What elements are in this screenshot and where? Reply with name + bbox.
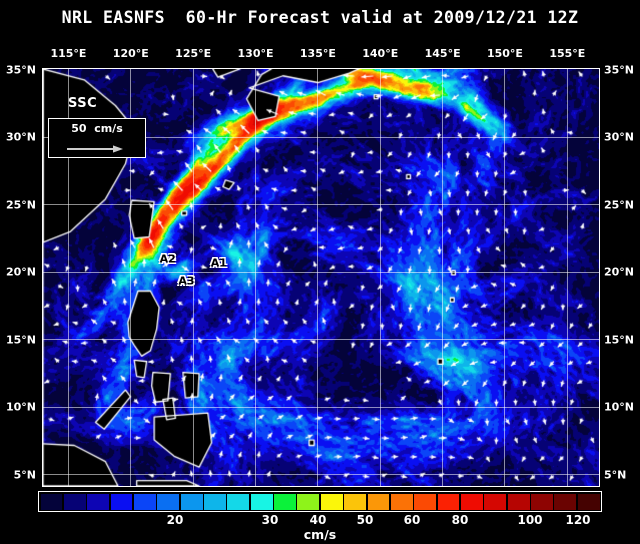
gridline-meridian — [317, 69, 319, 486]
longitude-tick-label: 115°E — [50, 47, 87, 60]
colorbar-swatch — [250, 493, 273, 510]
latitude-tick-label: 15°N — [5, 333, 36, 347]
longitude-tick-label: 120°E — [112, 47, 149, 60]
latitude-tick-label: 25°N — [604, 198, 635, 212]
longitude-tick-label: 150°E — [486, 47, 523, 60]
colorbar-swatch — [157, 493, 180, 510]
longitude-axis: 115°E 120°E 125°E 130°E 135°E 140°E 145°E 150°E… — [0, 47, 640, 61]
ssc-legend-label: SSC — [68, 96, 98, 111]
colorbar-swatch — [297, 493, 320, 510]
colorbar-swatch — [344, 493, 367, 510]
colorbar-swatch — [110, 493, 133, 510]
colorbar-swatch — [531, 493, 553, 510]
longitude-tick-label: 140°E — [362, 47, 399, 60]
latitude-tick-label: 20°N — [5, 265, 36, 279]
colorbar-unit-label: cm/s — [303, 527, 337, 542]
right-arrow-icon — [67, 145, 123, 153]
latitude-tick-label: 35°N — [5, 63, 36, 76]
gridline-meridian — [192, 69, 194, 486]
gridline-parallel — [43, 474, 599, 476]
colorbar-swatch — [390, 493, 413, 510]
gridline-meridian — [67, 69, 69, 486]
colorbar-swatch — [204, 493, 226, 510]
latitude-tick-label: 5°N — [13, 468, 36, 482]
colorbar — [38, 491, 602, 512]
gridline-parallel — [43, 339, 599, 341]
longitude-tick-label: 155°E — [549, 47, 586, 60]
colorbar-swatch — [507, 493, 530, 510]
colorbar-tick: 80 — [451, 513, 469, 527]
latitude-tick-label: 20°N — [604, 265, 635, 279]
longitude-tick-label: 130°E — [237, 47, 274, 60]
colorbar-swatch — [554, 493, 577, 510]
gridline-meridian — [566, 69, 568, 486]
colorbar-swatch — [437, 493, 460, 510]
vector-scale-value: 50 cm/s — [71, 122, 123, 135]
colorbar-swatch — [367, 493, 390, 510]
colorbar-swatch — [414, 493, 437, 510]
latitude-tick-label: 25°N — [5, 198, 36, 212]
gridline-meridian — [255, 69, 257, 486]
latitude-tick-label: 15°N — [604, 333, 635, 347]
colorbar-swatch — [577, 493, 600, 510]
colorbar-swatch — [484, 493, 507, 510]
gridline-meridian — [130, 69, 132, 486]
gridline-parallel — [43, 271, 599, 273]
latitude-tick-label: 30°N — [604, 130, 635, 144]
colorbar-swatch — [320, 493, 343, 510]
latitude-tick-label: 10°N — [5, 400, 36, 414]
gridline-meridian — [379, 69, 381, 486]
longitude-tick-label: 125°E — [175, 47, 212, 60]
colorbar-tick: 40 — [309, 513, 327, 527]
colorbar-tick: 100 — [517, 513, 543, 527]
eddy-label-a3: A3 — [178, 274, 195, 288]
eddy-label-a1: A1 — [210, 256, 227, 270]
gridline-meridian — [442, 69, 444, 486]
colorbar-tick-labels: 20 30 40 50 60 80 100 120 — [0, 513, 640, 529]
gridline-parallel — [43, 406, 599, 408]
colorbar-swatch — [274, 493, 296, 510]
longitude-tick-label: 135°E — [299, 47, 336, 60]
gridline-parallel — [43, 204, 599, 206]
latitude-tick-label: 30°N — [5, 130, 36, 144]
map-panel[interactable]: A1 A2 A3 — [42, 68, 600, 487]
colorbar-tick: 120 — [565, 513, 591, 527]
colorbar-swatch — [133, 493, 156, 510]
colorbar-swatch — [180, 493, 203, 510]
colorbar-swatch — [87, 493, 110, 510]
colorbar-swatch — [227, 493, 250, 510]
colorbar-swatch — [460, 493, 483, 510]
longitude-tick-label: 145°E — [424, 47, 461, 60]
colorbar-tick: 30 — [261, 513, 279, 527]
colorbar-tick: 20 — [166, 513, 184, 527]
gridline-meridian — [504, 69, 506, 486]
colorbar-tick: 60 — [403, 513, 421, 527]
gridline-parallel — [43, 136, 599, 138]
colorbar-swatch — [40, 493, 63, 510]
latitude-tick-label: 5°N — [604, 468, 627, 482]
eddy-label-a2: A2 — [159, 252, 176, 266]
colorbar-swatch — [63, 493, 86, 510]
latitude-tick-label: 35°N — [604, 63, 635, 76]
colorbar-tick: 50 — [356, 513, 374, 527]
latitude-tick-label: 10°N — [604, 400, 635, 414]
page-title: NRL EASNFS 60-Hr Forecast valid at 2009/… — [61, 8, 579, 27]
vector-scale-legend: 50 cm/s — [48, 118, 146, 158]
